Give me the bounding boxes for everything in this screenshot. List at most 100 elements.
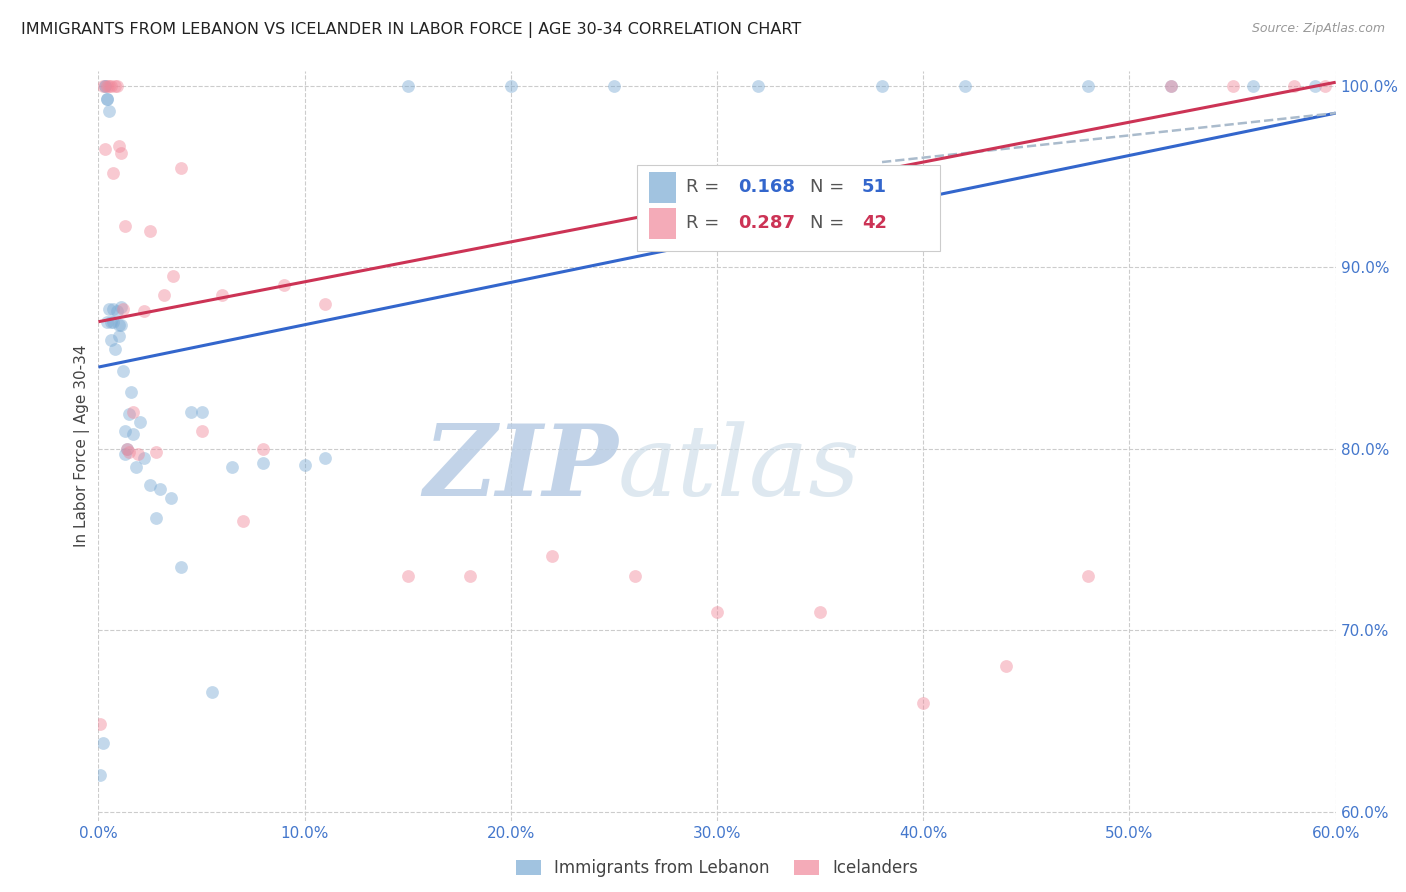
Point: [541, 549, 564, 563]
Point: [122, 405, 145, 419]
Text: 0.287: 0.287: [738, 214, 796, 233]
Point: [97, 104, 120, 119]
Text: 0.168: 0.168: [738, 178, 796, 196]
Point: [93, 142, 115, 156]
Point: [1077, 78, 1099, 93]
Point: [139, 478, 162, 492]
Point: [91, 736, 114, 750]
Point: [122, 427, 145, 442]
Text: R =: R =: [686, 214, 725, 233]
Y-axis label: In Labor Force | Age 30-34: In Labor Force | Age 30-34: [75, 344, 90, 548]
Text: N =: N =: [810, 178, 849, 196]
Legend: Immigrants from Lebanon, Icelanders: Immigrants from Lebanon, Icelanders: [509, 852, 925, 883]
Text: atlas: atlas: [619, 421, 860, 516]
Point: [100, 78, 122, 93]
Point: [623, 568, 645, 582]
Point: [912, 696, 935, 710]
Point: [1222, 78, 1244, 93]
Point: [93, 78, 115, 93]
Text: R =: R =: [686, 178, 725, 196]
Point: [808, 605, 831, 619]
Point: [1077, 568, 1099, 582]
Text: IMMIGRANTS FROM LEBANON VS ICELANDER IN LABOR FORCE | AGE 30-34 CORRELATION CHAR: IMMIGRANTS FROM LEBANON VS ICELANDER IN …: [21, 22, 801, 38]
Point: [190, 424, 212, 438]
Point: [108, 138, 131, 153]
Point: [396, 568, 419, 582]
Point: [201, 685, 224, 699]
Point: [108, 329, 131, 343]
Text: ZIP: ZIP: [423, 420, 619, 516]
Point: [104, 342, 127, 356]
Point: [96, 92, 118, 106]
Point: [128, 415, 150, 429]
Text: Source: ZipAtlas.com: Source: ZipAtlas.com: [1251, 22, 1385, 36]
Point: [114, 424, 136, 438]
Point: [170, 559, 193, 574]
Point: [706, 605, 728, 619]
Text: 51: 51: [862, 178, 887, 196]
Point: [117, 442, 139, 456]
Point: [112, 364, 135, 378]
FancyBboxPatch shape: [637, 165, 939, 252]
Point: [1160, 78, 1182, 93]
Text: N =: N =: [810, 214, 849, 233]
Point: [145, 510, 167, 524]
Point: [747, 78, 769, 93]
Point: [101, 315, 124, 329]
Point: [96, 78, 118, 93]
Point: [180, 405, 202, 419]
Point: [314, 450, 336, 465]
Point: [89, 768, 111, 782]
Point: [396, 78, 419, 93]
Bar: [650, 208, 676, 239]
Point: [1315, 78, 1337, 93]
Point: [458, 568, 481, 582]
Point: [1284, 78, 1306, 93]
Point: [105, 78, 128, 93]
Point: [132, 303, 155, 318]
Point: [96, 92, 118, 106]
Point: [162, 269, 184, 284]
Point: [314, 296, 336, 310]
Point: [118, 445, 141, 459]
Point: [110, 300, 132, 314]
Point: [211, 287, 233, 301]
Point: [104, 78, 127, 93]
Point: [100, 333, 122, 347]
Point: [252, 442, 274, 456]
Point: [114, 447, 136, 461]
Point: [124, 459, 146, 474]
Point: [221, 459, 243, 474]
Point: [105, 303, 128, 318]
Point: [145, 445, 167, 459]
Point: [110, 146, 132, 161]
Point: [953, 78, 976, 93]
Point: [101, 166, 124, 180]
Point: [93, 78, 115, 93]
Point: [132, 450, 155, 465]
Point: [101, 301, 124, 316]
Point: [120, 385, 142, 400]
Point: [499, 78, 522, 93]
Point: [149, 482, 172, 496]
Point: [190, 405, 212, 419]
Point: [112, 301, 135, 316]
Point: [100, 315, 122, 329]
Point: [127, 447, 149, 461]
Point: [159, 491, 181, 505]
Point: [91, 78, 114, 93]
Point: [89, 717, 111, 731]
Text: 42: 42: [862, 214, 887, 233]
Point: [139, 224, 162, 238]
Point: [870, 78, 893, 93]
Point: [1241, 78, 1264, 93]
Point: [170, 161, 193, 175]
Point: [994, 659, 1017, 673]
Point: [114, 219, 136, 233]
Point: [97, 78, 120, 93]
Point: [1160, 78, 1182, 93]
Point: [294, 458, 316, 472]
Point: [273, 278, 295, 293]
Point: [117, 442, 139, 456]
Point: [118, 407, 141, 421]
